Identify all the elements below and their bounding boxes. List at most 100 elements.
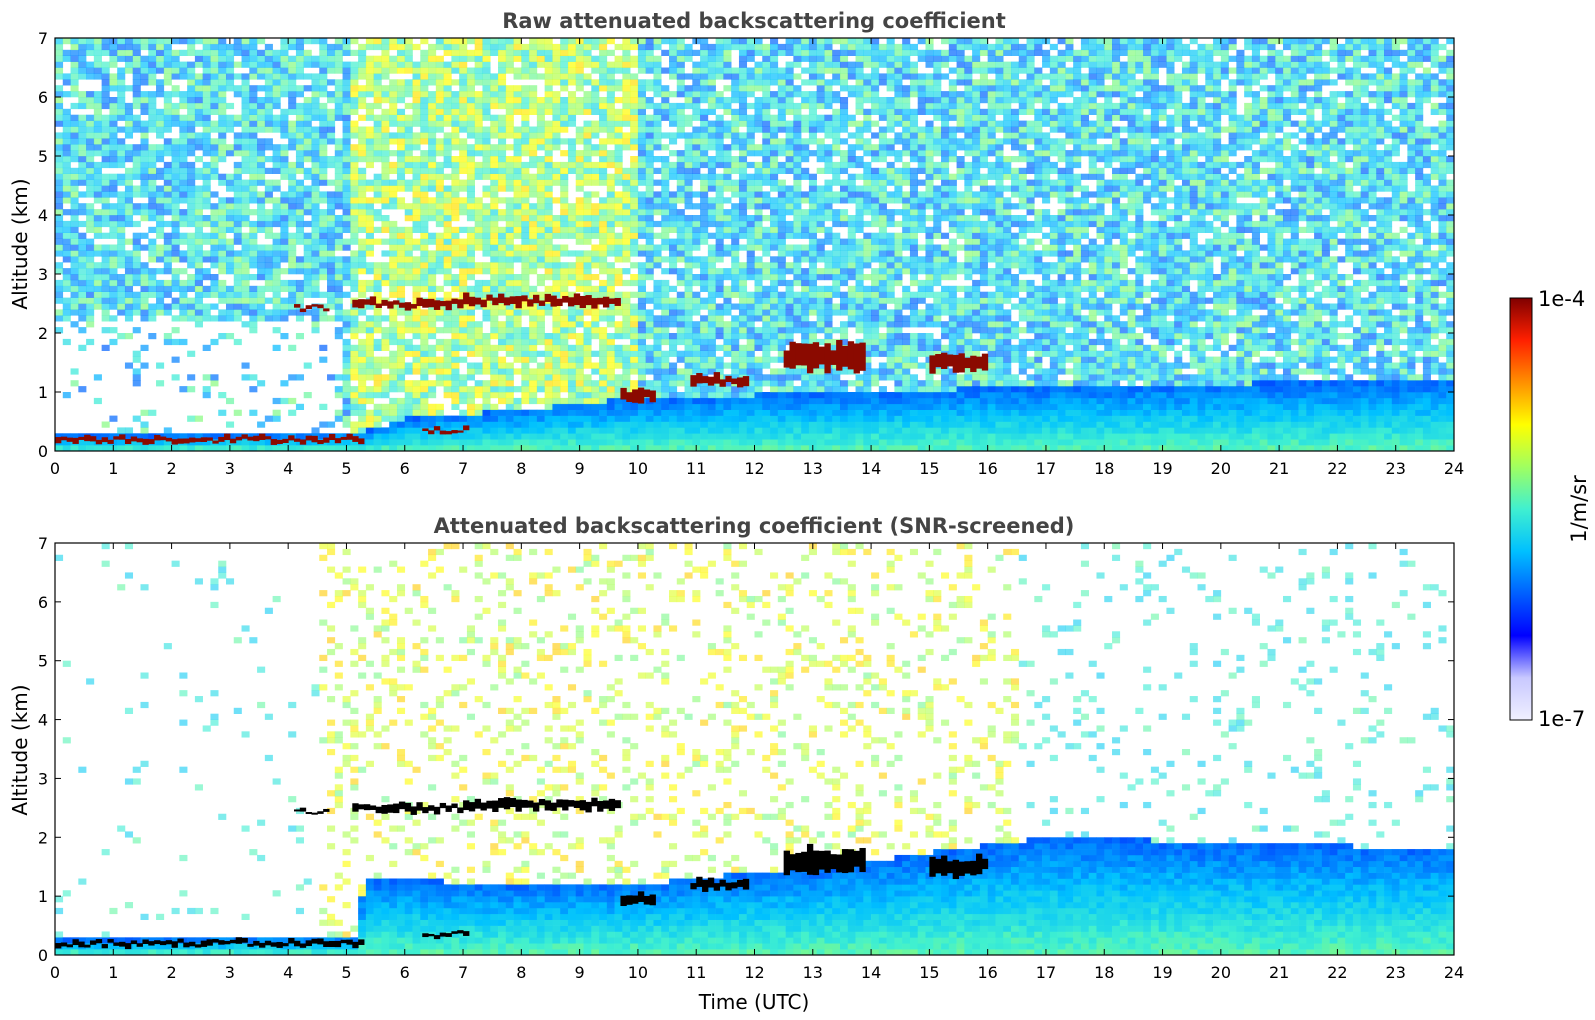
raw-heatmap-cell [311,315,319,321]
raw-heatmap-cell [156,168,164,174]
raw-heatmap-cell [537,351,545,357]
raw-heatmap-cell [405,433,413,439]
raw-heatmap-cell [568,427,576,433]
raw-heatmap-cell [599,221,607,227]
raw-heatmap-cell [669,121,677,127]
raw-heatmap-cell [521,186,529,192]
raw-heatmap-cell [576,56,584,62]
raw-heatmap-cell [280,380,288,386]
raw-heatmap-cell [692,68,700,74]
raw-heatmap-cell [148,97,156,103]
raw-heatmap-cell [521,398,529,404]
raw-heatmap-cell [343,162,351,168]
raw-heatmap-cell [661,404,669,410]
raw-heatmap-cell [506,115,514,121]
raw-heatmap-cell [148,304,156,310]
raw-heatmap-cell [638,427,646,433]
raw-heatmap-cell [685,150,693,156]
raw-heatmap-cell [179,168,187,174]
raw-heatmap-cell [514,315,522,321]
raw-heatmap-cell [475,138,483,144]
raw-heatmap-cell [187,62,195,68]
raw-heatmap-cell [615,85,623,91]
raw-heatmap-cell [257,121,265,127]
raw-heatmap-cell [164,180,172,186]
raw-heatmap-cell [381,109,389,115]
raw-heatmap-cell [708,274,716,280]
raw-heatmap-cell [234,62,242,68]
raw-heatmap-cell [646,115,654,121]
raw-heatmap-cell [677,245,685,251]
raw-heatmap-cell [739,280,747,286]
raw-heatmap-cell [210,121,218,127]
raw-heatmap-cell [311,227,319,233]
raw-heatmap-cell [203,91,211,97]
raw-heatmap-cell [739,404,747,410]
raw-heatmap-cell [716,174,724,180]
raw-heatmap-cell [661,115,669,121]
raw-heatmap-cell [102,268,110,274]
raw-heatmap-cell [350,363,358,369]
raw-heatmap-cell [568,380,576,386]
raw-heatmap-cell [335,191,343,197]
raw-heatmap-cell [389,309,397,315]
raw-heatmap-cell [397,427,405,433]
raw-heatmap-cell [78,162,86,168]
raw-heatmap-cell [428,150,436,156]
raw-heatmap-cell [731,180,739,186]
raw-heatmap-cell [591,416,599,422]
raw-heatmap-cell [273,268,281,274]
raw-heatmap-cell [335,186,343,192]
raw-heatmap-cell [661,180,669,186]
raw-heatmap-cell [545,368,553,374]
raw-heatmap-cell [420,327,428,333]
raw-heatmap-cell [467,115,475,121]
raw-heatmap-cell [273,127,281,133]
raw-heatmap-cell [568,121,576,127]
raw-heatmap-cell [327,250,335,256]
raw-heatmap-cell [296,127,304,133]
raw-heatmap-cell [78,62,86,68]
raw-heatmap-cell [265,62,273,68]
raw-heatmap-cell [94,121,102,127]
raw-heatmap-cell [482,268,490,274]
raw-heatmap-cell [397,180,405,186]
raw-heatmap-cell [700,50,708,56]
raw-heatmap-cell [366,239,374,245]
raw-heatmap-cell [576,433,584,439]
raw-heatmap-cell [172,115,180,121]
raw-heatmap-cell [490,191,498,197]
raw-heatmap-cell [607,115,615,121]
raw-heatmap-cell [109,62,117,68]
raw-heatmap-cell [242,109,250,115]
raw-heatmap-cell [529,233,537,239]
raw-heatmap-cell [389,97,397,103]
raw-heatmap-cell [226,309,234,315]
raw-heatmap-cell [265,286,273,292]
raw-heatmap-cell [545,156,553,162]
raw-heatmap-cell [490,315,498,321]
raw-heatmap-cell [265,44,273,50]
raw-heatmap-cell [739,168,747,174]
raw-heatmap-cell [545,97,553,103]
raw-heatmap-cell [451,97,459,103]
raw-heatmap-cell [630,280,638,286]
raw-heatmap-cell [350,186,358,192]
raw-heatmap-cell [731,333,739,339]
raw-heatmap-cell [451,416,459,422]
raw-heatmap-cell [584,427,592,433]
raw-heatmap-cell [700,422,708,428]
raw-heatmap-cell [273,203,281,209]
raw-heatmap-cell [731,286,739,292]
raw-heatmap-cell [249,410,257,416]
raw-heatmap-cell [599,121,607,127]
raw-heatmap-cell [584,380,592,386]
raw-heatmap-cell [537,209,545,215]
raw-heatmap-cell [94,250,102,256]
raw-heatmap-cell [319,62,327,68]
raw-heatmap-cell [584,197,592,203]
raw-heatmap-cell [374,209,382,215]
raw-heatmap-cell [459,315,467,321]
raw-heatmap-cell [327,298,335,304]
raw-heatmap-cell [685,416,693,422]
